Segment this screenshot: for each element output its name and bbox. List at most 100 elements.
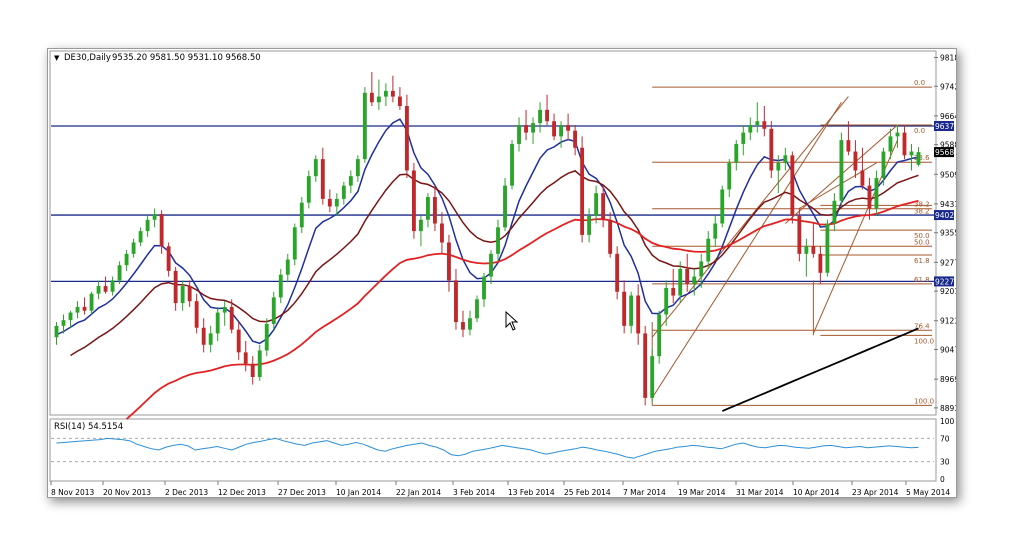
ema-fast-line <box>56 118 919 345</box>
time-tick-label: 5 May 2014 <box>906 488 950 497</box>
candle-body <box>510 143 514 186</box>
candle-body <box>426 197 430 220</box>
rsi-tick-label: 100 <box>940 417 955 426</box>
candle-body <box>440 223 444 243</box>
rsi-tick-label: 70 <box>940 434 950 443</box>
candle-body <box>461 322 465 330</box>
candle-body <box>867 185 872 209</box>
candle-body <box>229 306 234 330</box>
price-tick-label: 9818.10 <box>940 54 956 63</box>
candle-body <box>650 356 655 398</box>
candle-body <box>61 320 66 326</box>
candle-body <box>68 312 73 321</box>
candle-body <box>383 90 388 97</box>
candle-body <box>762 121 767 129</box>
candle-body <box>348 176 353 186</box>
candle-body <box>587 215 592 235</box>
candle-body <box>727 162 732 190</box>
candle-body <box>615 253 620 292</box>
candle-body <box>327 198 332 207</box>
rsi-indicator: 100 70 30 0 <box>51 417 955 484</box>
fib-level-label: 61.8 <box>914 276 930 284</box>
candle-body <box>313 159 318 177</box>
candle-body <box>355 159 360 177</box>
candle-body <box>881 151 886 179</box>
candle-body <box>299 202 304 228</box>
fib-level-label: 0.0 <box>914 79 925 87</box>
candle-body <box>720 189 725 224</box>
level-price-tag <box>934 276 954 287</box>
time-tick-label: 19 Mar 2014 <box>678 488 726 497</box>
candle-body <box>706 238 711 262</box>
candle-body <box>404 106 409 171</box>
time-tick-label: 22 Jan 2014 <box>396 488 441 497</box>
candle-body <box>454 280 458 323</box>
candle-body <box>545 109 549 122</box>
moving-averages <box>56 118 919 420</box>
candle-body <box>496 227 500 254</box>
trend-channel-line <box>651 96 849 338</box>
candle-body <box>82 306 87 311</box>
candle-body <box>117 265 122 281</box>
candle-body <box>482 276 486 300</box>
fib-level-label: 23.6 <box>914 154 930 162</box>
candle-body <box>790 155 795 216</box>
candle-body <box>376 96 381 103</box>
candle-body <box>748 125 753 133</box>
rsi-panel <box>49 418 937 482</box>
price-tick-label: 9277.60 <box>940 258 956 267</box>
candle-body <box>643 333 648 398</box>
time-tick-label: 3 Feb 2014 <box>453 488 495 497</box>
time-tick-label: 31 Mar 2014 <box>736 488 784 497</box>
fib-level-label-2: 50.0 <box>914 232 930 240</box>
candle-body <box>846 140 851 152</box>
candle-body <box>411 170 416 232</box>
current-price-tag <box>934 147 954 158</box>
candle-body <box>734 143 739 163</box>
chart-window: 9637.36 9402.35 9227.27 9568.50 0.0 23.6 38.2… <box>47 48 957 498</box>
candle-body <box>636 295 641 334</box>
price-tick-label: 9123.50 <box>940 317 956 326</box>
candle-body <box>657 314 662 357</box>
price-panel <box>49 50 937 416</box>
candle-body <box>860 170 865 186</box>
candle-body <box>166 246 171 271</box>
candle-body <box>874 178 879 209</box>
fib-level-label-2: 100.0 <box>914 337 934 345</box>
candle-body <box>285 259 290 275</box>
time-tick-label: 25 Feb 2014 <box>564 488 611 497</box>
fib-level-label: 38.2 <box>914 201 930 209</box>
fib-level-label-2: 0.0 <box>914 127 925 135</box>
candle-body <box>96 286 101 294</box>
candle-body <box>341 185 346 199</box>
candle-body <box>692 276 697 285</box>
candle-body <box>608 219 613 254</box>
price-tick-label: 9742.20 <box>940 82 956 91</box>
level-price-tag <box>934 121 954 132</box>
fib-level-label-2: 38.2 <box>914 207 930 215</box>
candle-body <box>538 109 542 124</box>
time-tick-label: 10 Jan 2014 <box>336 488 381 497</box>
trend-channel-line <box>651 101 842 399</box>
candle-body <box>594 193 599 216</box>
candle-body <box>629 295 634 326</box>
level-price-tag-text: 9227.27 <box>935 277 956 286</box>
level-price-tag <box>934 210 954 221</box>
candle-body <box>173 270 178 304</box>
time-tick-label: 10 Apr 2014 <box>793 488 840 497</box>
candle-body <box>804 246 809 254</box>
trend-channel-line <box>799 162 877 209</box>
candle-body <box>278 274 283 298</box>
candle-body <box>713 223 718 239</box>
candle-body <box>159 214 164 247</box>
candle-body <box>418 219 423 232</box>
candle-body <box>194 301 199 328</box>
candle-body <box>264 323 269 351</box>
time-tick-label: 20 Nov 2013 <box>103 488 151 497</box>
candle-body <box>187 286 192 302</box>
candle-body <box>902 132 907 156</box>
time-tick-label: 23 Apr 2014 <box>852 488 899 497</box>
candle-body <box>124 253 129 266</box>
